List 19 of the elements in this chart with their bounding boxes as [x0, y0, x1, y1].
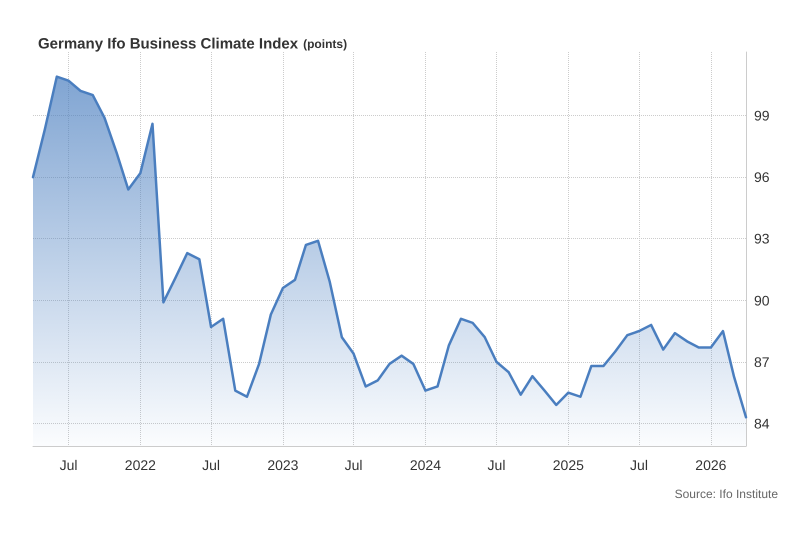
- y-tick-label: 90: [754, 292, 770, 308]
- y-tick-label: 93: [754, 230, 770, 247]
- x-tick-label: Jul: [60, 457, 78, 473]
- x-tick-label: 2024: [410, 457, 442, 473]
- y-tick-label: 99: [754, 108, 770, 124]
- source-note: Source: Ifo Institute: [674, 487, 778, 501]
- chart-subtitle: (points): [303, 37, 348, 51]
- x-tick-label: 2025: [552, 457, 584, 473]
- x-tick-label: 2026: [695, 457, 727, 473]
- x-tick-label: Jul: [630, 457, 648, 473]
- x-tick-label: Jul: [344, 457, 363, 473]
- x-tick-label: Jul: [488, 457, 506, 473]
- x-tick-label: 2023: [267, 457, 299, 473]
- y-tick-label: 96: [754, 169, 770, 186]
- chart-title: Germany Ifo Business Climate Index: [38, 36, 299, 52]
- x-tick-label: Jul: [202, 457, 220, 473]
- y-tick-label: 87: [754, 354, 770, 370]
- y-tick-label: 84: [754, 415, 770, 432]
- x-tick-label: 2022: [124, 457, 156, 473]
